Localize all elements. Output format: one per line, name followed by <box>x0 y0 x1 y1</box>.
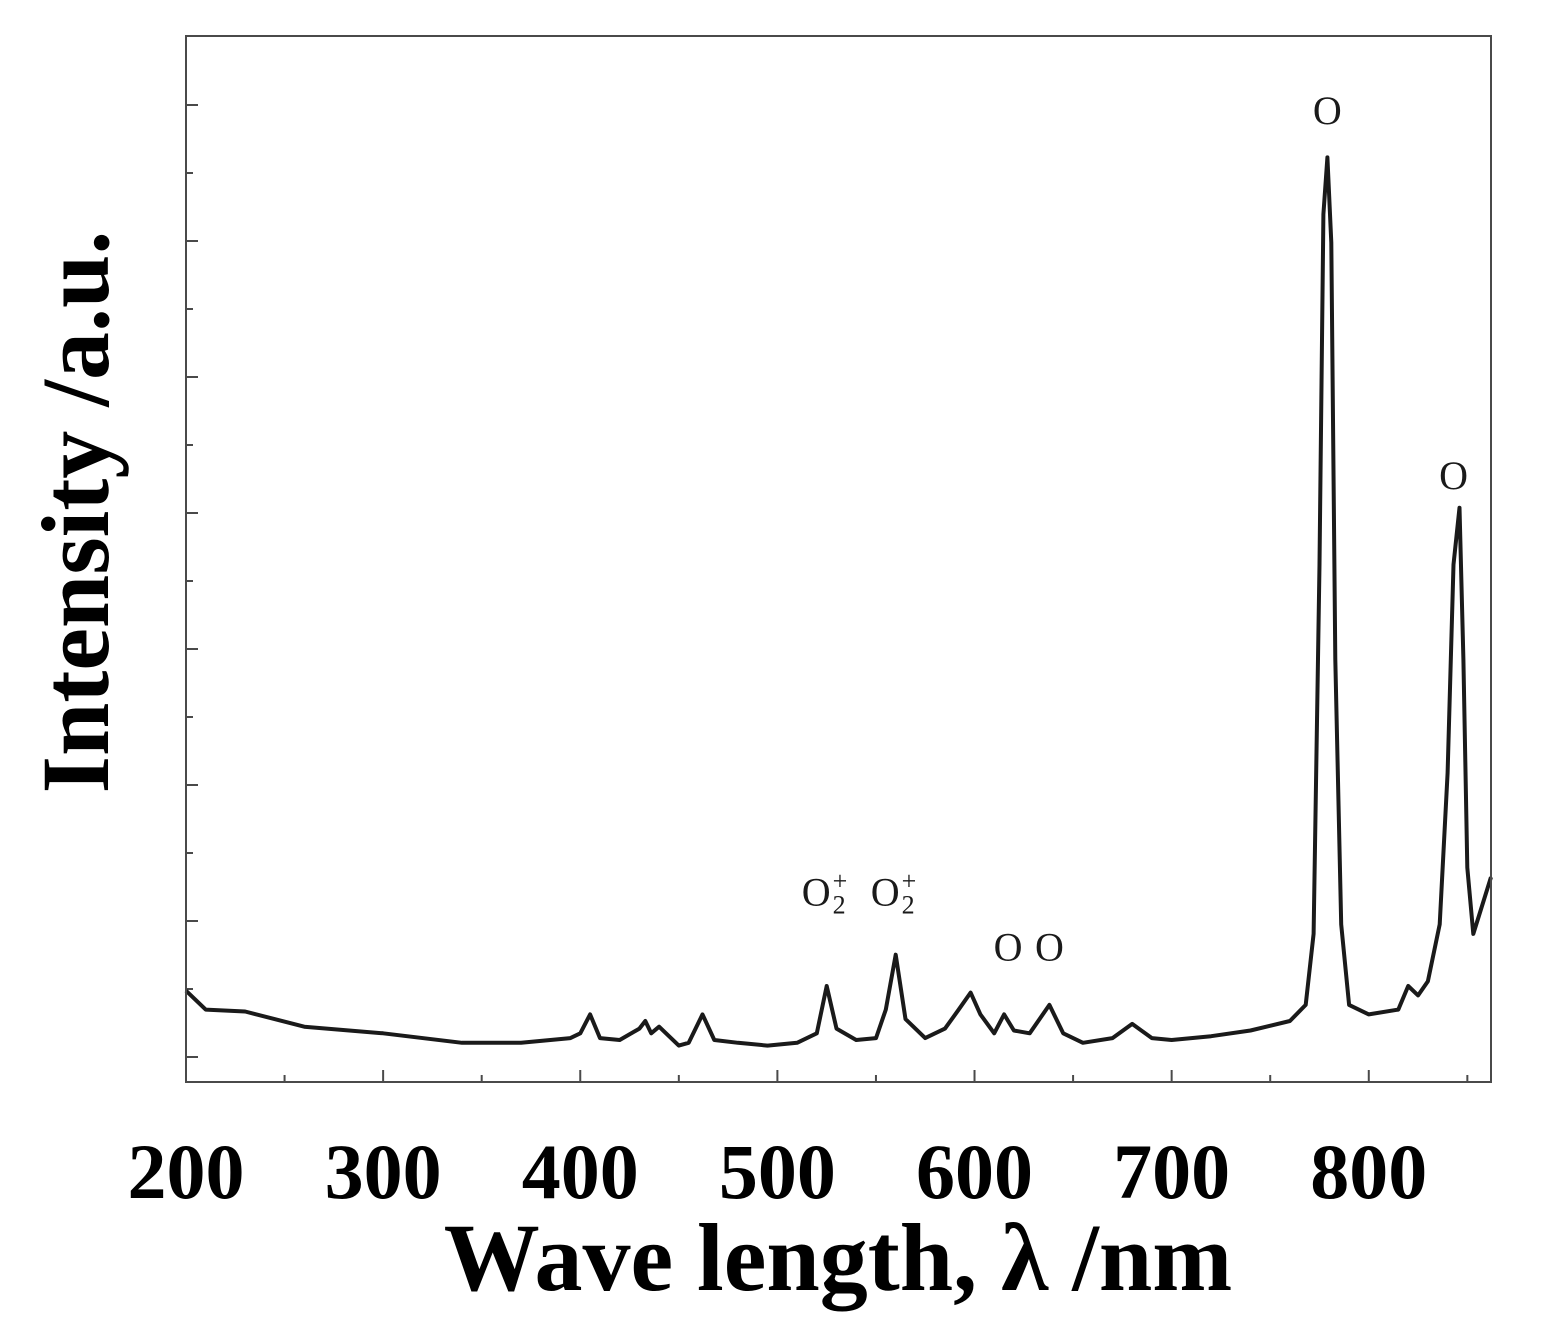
x-tick-label: 700 <box>1113 1128 1230 1215</box>
y-axis-ticks <box>186 104 198 1058</box>
peak-label-text: O <box>1439 453 1468 498</box>
peak-label: O 2+ <box>802 866 848 919</box>
peak-label: O 2+ <box>871 866 917 919</box>
peak-label-text: O <box>871 869 900 914</box>
plot-frame <box>185 35 1492 1083</box>
y-axis-title: Intensity /a.u. <box>22 231 129 794</box>
peak-label: O <box>994 924 1023 969</box>
x-tick-labels: 200 300 400 500 600 700 800 <box>128 1128 1428 1215</box>
peak-label-text: O <box>1035 924 1064 969</box>
x-tick-label: 500 <box>719 1128 836 1215</box>
peak-label-text: O <box>802 869 831 914</box>
spectrum-line <box>184 155 1493 1048</box>
peak-label-superscript: + <box>902 866 917 895</box>
x-axis-title: Wave length, λ /nm <box>444 1204 1233 1311</box>
peak-label-superscript: + <box>833 866 848 895</box>
peak-label-text: O <box>1313 88 1342 133</box>
peak-label-text: O <box>994 924 1023 969</box>
peak-label-subscript: 2 <box>833 890 846 919</box>
x-tick-label: 200 <box>128 1128 245 1215</box>
x-tick-label: 800 <box>1310 1128 1427 1215</box>
peak-annotations: OOO 2+ O 2+O O <box>802 88 1468 969</box>
x-tick-label: 400 <box>522 1128 639 1215</box>
x-tick-label: 600 <box>916 1128 1033 1215</box>
peak-label: O <box>1035 924 1064 969</box>
x-tick-label: 300 <box>325 1128 442 1215</box>
peak-label: O <box>1439 453 1468 498</box>
peak-label: O <box>1313 88 1342 133</box>
peak-label-subscript: 2 <box>902 890 915 919</box>
